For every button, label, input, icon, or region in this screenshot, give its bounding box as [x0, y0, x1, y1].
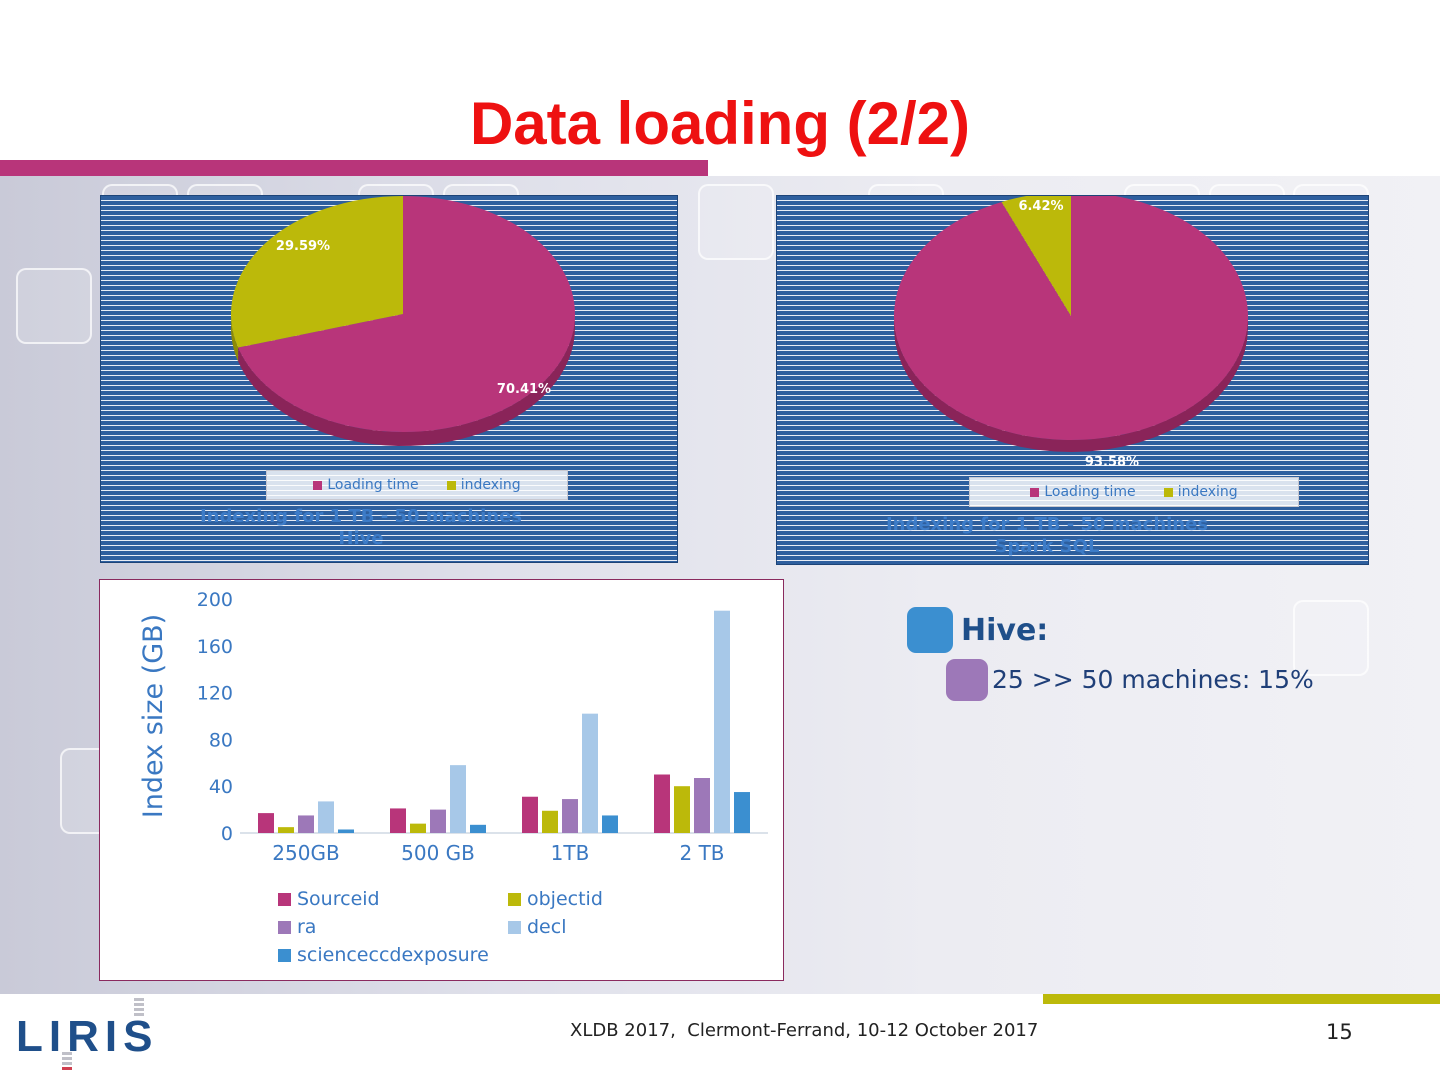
x-category-label: 250GB: [272, 841, 339, 865]
legend-item: Loading time: [1030, 484, 1135, 500]
bar: [278, 827, 294, 833]
legend-swatch: [278, 921, 291, 934]
sub-bullet-marker: [946, 659, 988, 701]
pie-value-label: 29.59%: [276, 239, 330, 254]
slide-title: Data loading (2/2): [0, 88, 1440, 160]
legend-label: ra: [297, 916, 316, 938]
bullet-hive-label: Hive:: [961, 613, 1048, 648]
x-category-label: 2 TB: [679, 841, 724, 865]
bar: [430, 810, 446, 833]
legend-swatch: [508, 893, 521, 906]
y-tick-label: 160: [197, 636, 233, 658]
legend-item: indexing: [1164, 484, 1238, 500]
legend-label: decl: [527, 916, 566, 938]
bar: [470, 825, 486, 833]
y-tick-label: 200: [197, 589, 233, 611]
x-category-label: 500 GB: [401, 841, 475, 865]
legend-swatch: [1030, 488, 1039, 497]
bar: [582, 714, 598, 833]
pie-chart-spark: 93.58% 6.42% Loading time indexing Indexi…: [776, 195, 1369, 565]
y-tick-label: 40: [209, 776, 233, 798]
bar: [674, 786, 690, 833]
footer-conference: XLDB 2017, Clermont-Ferrand, 10-12 Octob…: [570, 1020, 1038, 1041]
bullet-hive-detail: 25 >> 50 machines: 15%: [992, 665, 1314, 694]
bar: [450, 765, 466, 833]
pie-chart-spark-title: Indexing for 1 TB - 50 machines Spark SQ…: [837, 514, 1257, 558]
legend-label: indexing: [1178, 484, 1238, 500]
bar: [562, 799, 578, 833]
decorative-square: [698, 184, 774, 260]
y-tick-label: 80: [209, 729, 233, 751]
decorative-square: [16, 268, 92, 344]
bar: [694, 778, 710, 833]
y-tick-label: 0: [221, 823, 233, 845]
pie-chart-hive: 70.41% 29.59% Loading time indexing Index…: [100, 195, 678, 563]
legend-item: indexing: [447, 477, 521, 493]
bar: [602, 815, 618, 833]
pie-value-label: 93.58%: [1085, 455, 1139, 470]
legend-item: Loading time: [313, 477, 418, 493]
bullet-marker: [907, 607, 953, 653]
svg-text:LIRIS: LIRIS: [16, 1012, 158, 1061]
legend-label: scienceccdexposure: [297, 944, 489, 966]
bar: [542, 811, 558, 833]
pie-value-label: 70.41%: [497, 382, 551, 397]
bar: [734, 792, 750, 833]
y-tick-label: 120: [197, 683, 233, 705]
bar: [410, 824, 426, 833]
pie-chart-hive-title: Indexing for 1 TB - 50 machines Hive: [141, 506, 581, 550]
y-axis-label: Index size (GB): [138, 614, 169, 818]
page-number: 15: [1326, 1020, 1353, 1044]
footer-accent-bar: [1043, 994, 1440, 1004]
legend-item: ra: [278, 916, 508, 938]
pie-chart-spark-legend: Loading time indexing: [969, 477, 1299, 507]
pie-chart-spark-svg: 93.58% 6.42%: [777, 196, 1368, 564]
legend-swatch: [313, 481, 322, 490]
bar: [338, 829, 354, 833]
legend-item: scienceccdexposure: [278, 944, 508, 966]
x-category-label: 1TB: [551, 841, 590, 865]
bar-chart-index-size: 0 40 80 120 160 200 Index size (GB) 250GB 500 GB…: [99, 579, 784, 981]
legend-swatch: [1164, 488, 1173, 497]
pie-value-label: 6.42%: [1018, 199, 1063, 214]
legend-swatch: [278, 949, 291, 962]
legend-label: Loading time: [1044, 484, 1135, 500]
bar: [258, 813, 274, 833]
legend-swatch: [447, 481, 456, 490]
legend-label: indexing: [461, 477, 521, 493]
legend-swatch: [508, 921, 521, 934]
legend-label: Sourceid: [297, 888, 380, 910]
bar: [522, 797, 538, 833]
legend-swatch: [278, 893, 291, 906]
pie-chart-hive-legend: Loading time indexing: [266, 470, 568, 500]
bar: [298, 815, 314, 833]
bar: [390, 808, 406, 833]
bar-chart-legend: Sourceid objectid ra decl scienceccdexpo…: [278, 888, 678, 966]
legend-label: Loading time: [327, 477, 418, 493]
liris-logo: LIRIS: [16, 994, 196, 1081]
title-accent-bar: [0, 160, 708, 176]
legend-label: objectid: [527, 888, 603, 910]
bar: [318, 801, 334, 833]
legend-item: decl: [508, 916, 678, 938]
bar: [654, 775, 670, 834]
bar: [714, 611, 730, 833]
legend-item: objectid: [508, 888, 678, 910]
legend-item: Sourceid: [278, 888, 508, 910]
